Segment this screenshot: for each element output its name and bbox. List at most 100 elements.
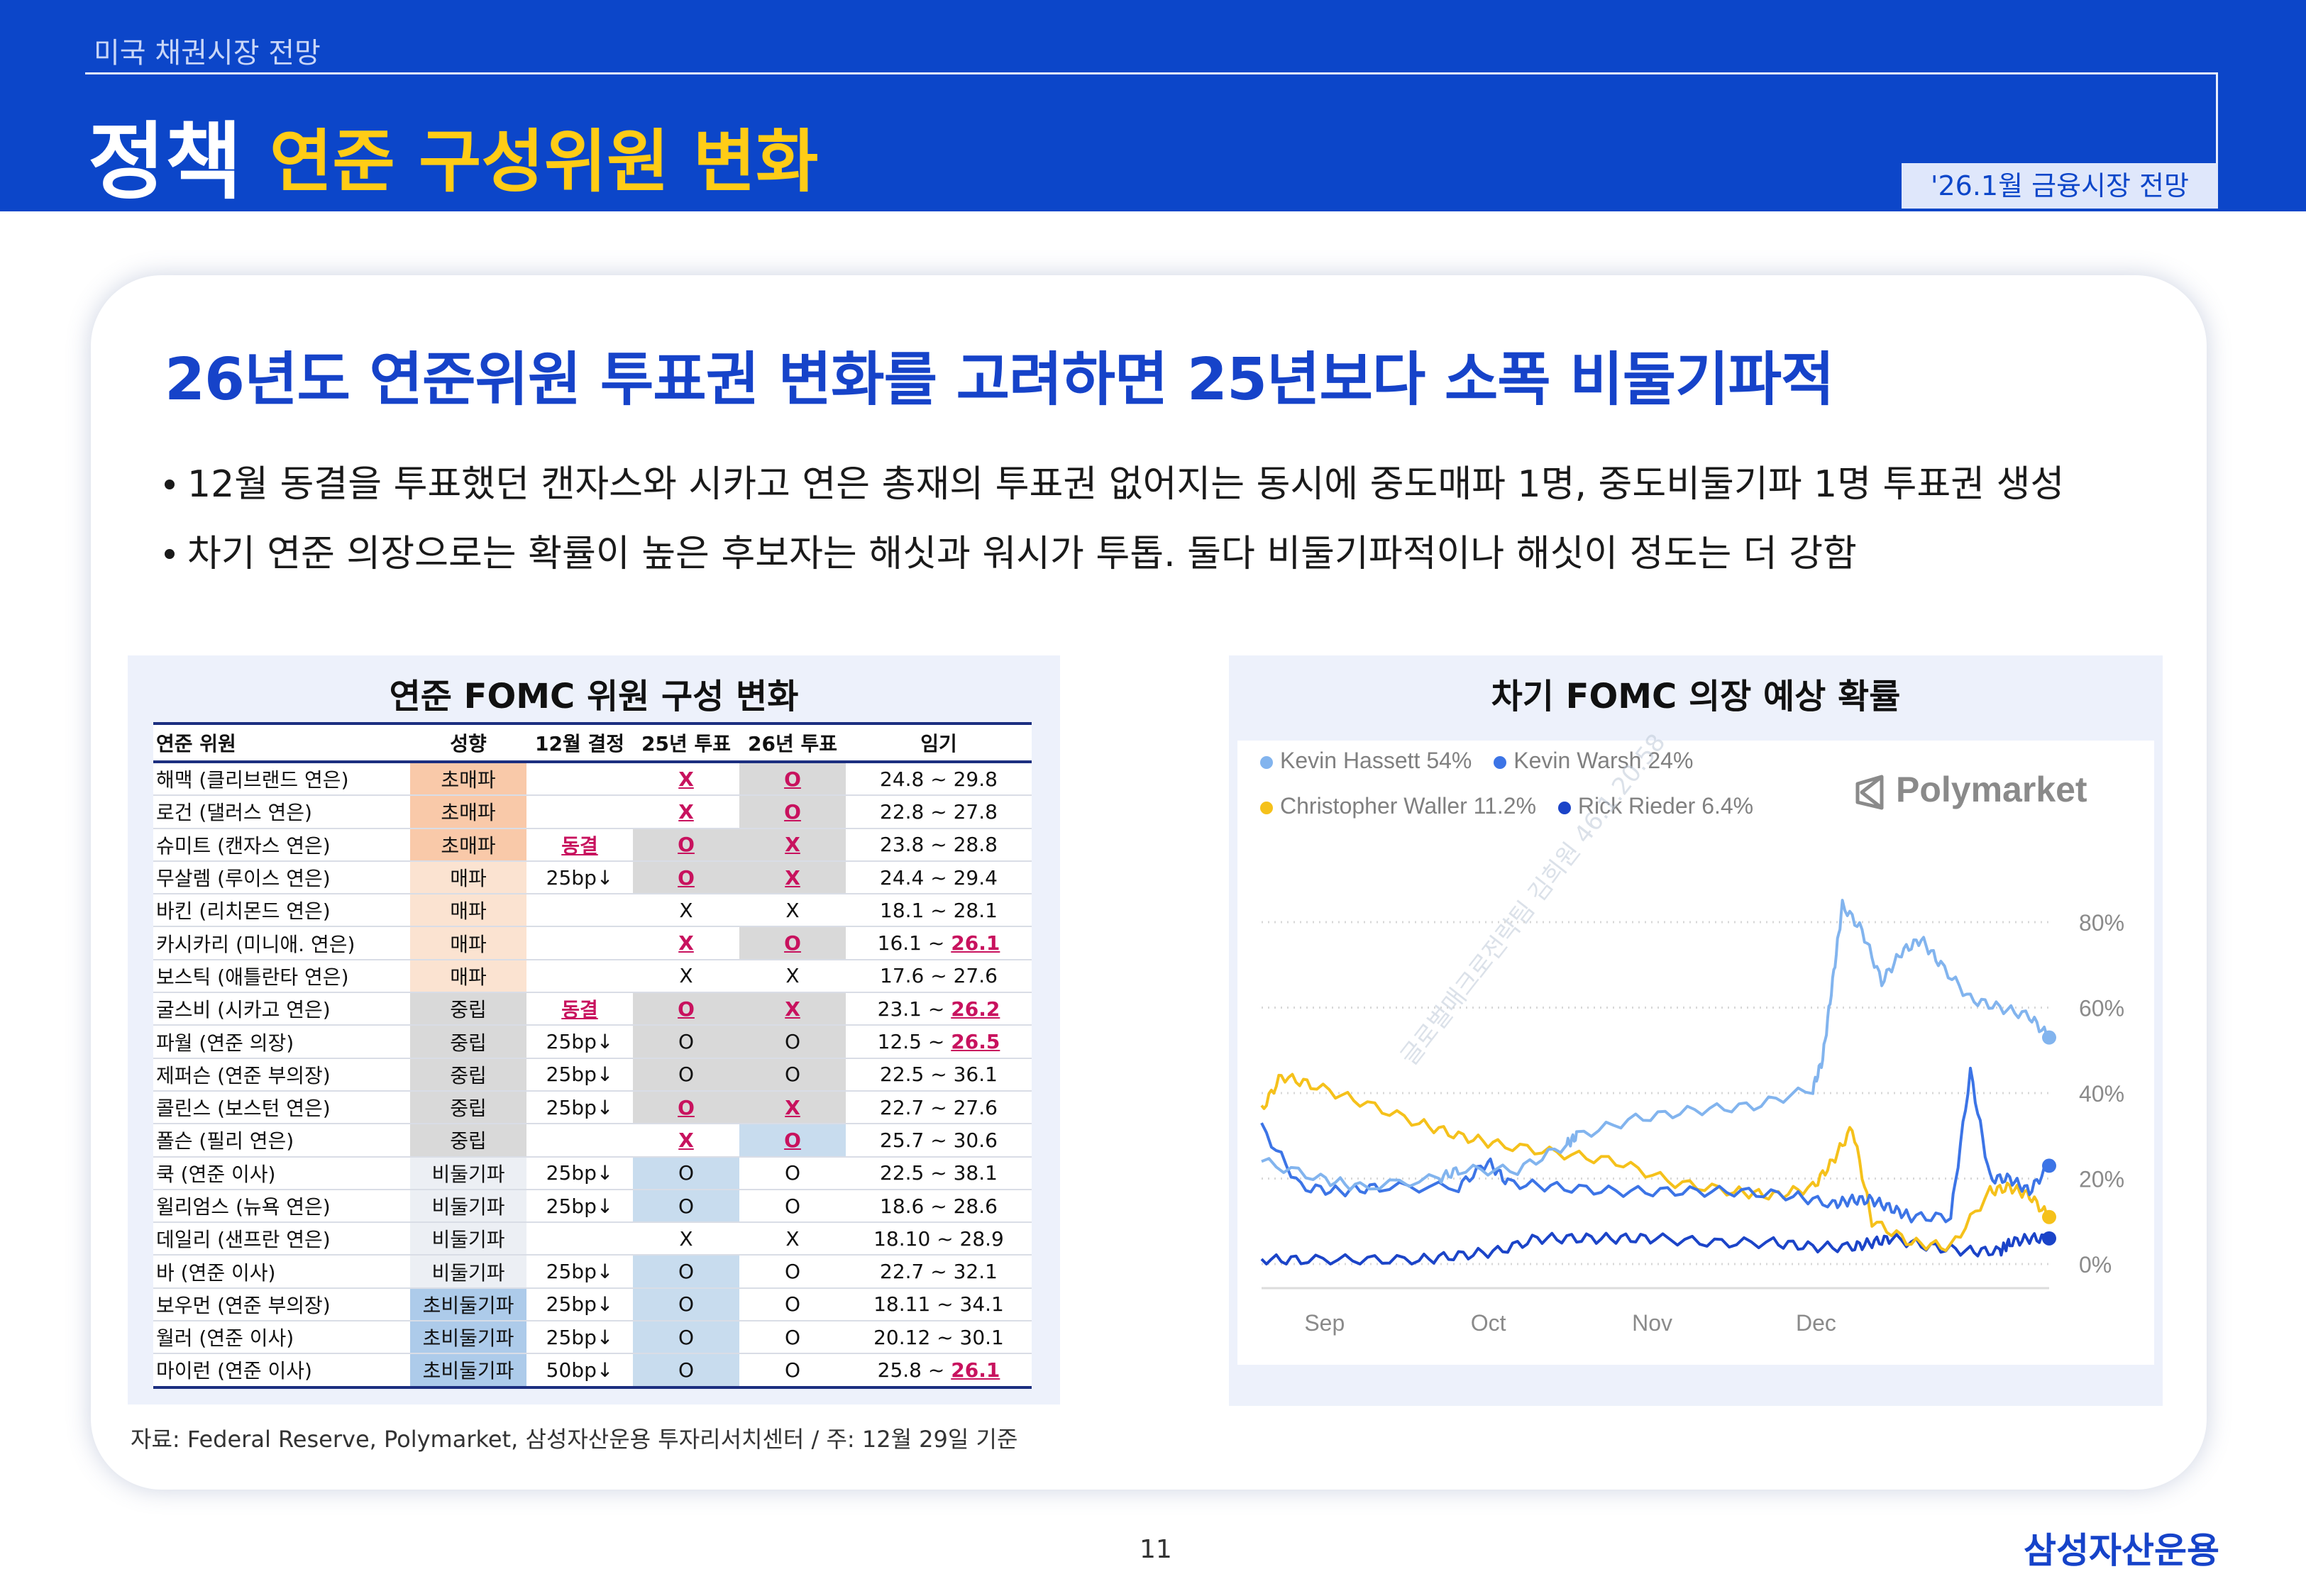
term-text: 22.7 ~ 27.6 bbox=[880, 1095, 998, 1119]
series-endpoint bbox=[2042, 1158, 2056, 1173]
y-tick-label: 0% bbox=[2079, 1252, 2112, 1278]
legend-item: Christopher Waller 11.2% bbox=[1260, 793, 1536, 819]
term-cell: 18.11 ~ 34.1 bbox=[846, 1287, 1032, 1322]
vote-text: O bbox=[678, 1194, 695, 1218]
vote-text: O bbox=[678, 1161, 695, 1185]
term-cell: 25.7 ~ 30.6 bbox=[846, 1124, 1032, 1158]
stance-cell: 중립 bbox=[410, 1025, 526, 1059]
stance-cell: 중립 bbox=[410, 992, 526, 1026]
term-cell: 18.10 ~ 28.9 bbox=[846, 1222, 1032, 1256]
vote-text: O bbox=[784, 1260, 801, 1284]
bullet-dot-icon bbox=[165, 549, 175, 559]
series-endpoint bbox=[2042, 1231, 2056, 1246]
decision-cell: 25bp↓ bbox=[526, 1156, 633, 1190]
series-line-christopher-waller bbox=[1260, 1073, 2051, 1253]
table-row: 윌리엄스 (뉴욕 연은) 비둘기파 25bp↓ O O 18.6 ~ 28.6 bbox=[153, 1189, 1032, 1224]
table-row: 폴슨 (필리 연은) 중립 X O 25.7 ~ 30.6 bbox=[153, 1124, 1032, 1158]
decision-cell: 25bp↓ bbox=[526, 1090, 633, 1125]
vote-2026-cell: O bbox=[739, 1124, 846, 1158]
vote-text: O bbox=[678, 1325, 695, 1349]
member-name: 파월 (연준 의장) bbox=[153, 1025, 410, 1059]
decision-cell bbox=[526, 926, 633, 960]
vote-2025-cell: X bbox=[633, 926, 739, 960]
bullet-1: 12월 동결을 투표했던 캔자스와 시카고 연은 총재의 투표권 없어지는 동시… bbox=[165, 454, 2064, 507]
legend-row-1: Kevin Hassett 54% Kevin Warsh 24% bbox=[1260, 748, 1709, 774]
vote-2026-cell: O bbox=[739, 1156, 846, 1190]
stance-cell: 매파 bbox=[410, 894, 526, 928]
vote-2025-cell: O bbox=[633, 1353, 739, 1389]
vote-text: O bbox=[784, 1030, 801, 1054]
vote-text: X bbox=[785, 1226, 800, 1251]
vote-2026-cell: O bbox=[739, 762, 846, 797]
headline: 26년도 연준위원 투표권 변화를 고려하면 25년보다 소폭 비둘기파적 bbox=[165, 346, 1834, 414]
vote-text: O bbox=[678, 1260, 695, 1284]
stance-cell: 매파 bbox=[410, 860, 526, 895]
table-row: 굴스비 (시카고 연은) 중립 동결 O X 23.1 ~ 26.2 bbox=[153, 992, 1032, 1026]
decision-cell: 25bp↓ bbox=[526, 860, 633, 895]
y-tick-label: 60% bbox=[2079, 996, 2124, 1021]
vote-text: X bbox=[679, 1226, 693, 1251]
col-header: 25년 투표 bbox=[633, 722, 739, 763]
decision-cell: 25bp↓ bbox=[526, 1321, 633, 1355]
legend-dot-icon bbox=[1260, 801, 1273, 814]
decision-text: 25bp↓ bbox=[546, 865, 614, 890]
decision-cell: 25bp↓ bbox=[526, 1255, 633, 1289]
table-row: 슈미트 (캔자스 연은) 초매파 동결 O X 23.8 ~ 28.8 bbox=[153, 828, 1032, 862]
legend-dot-icon bbox=[1260, 755, 1273, 769]
stance-cell: 초매파 bbox=[410, 762, 526, 797]
vote-2025-cell: O bbox=[633, 1321, 739, 1355]
decision-text: 50bp↓ bbox=[546, 1358, 614, 1382]
source-note: 자료: Federal Reserve, Polymarket, 삼성자산운용 … bbox=[131, 1426, 1018, 1453]
legend-label: Rick Rieder 6.4% bbox=[1577, 793, 1754, 819]
term-cell: 22.7 ~ 27.6 bbox=[846, 1090, 1032, 1125]
vote-text: X bbox=[678, 931, 694, 955]
term-end-highlight: 26.2 bbox=[951, 997, 1000, 1021]
chart-title: 차기 FOMC 의장 예상 확률 bbox=[1491, 677, 1901, 716]
decision-cell bbox=[526, 1222, 633, 1256]
member-name: 마이런 (연준 이사) bbox=[153, 1353, 410, 1389]
vote-text: X bbox=[785, 865, 800, 890]
table-row: 월러 (연준 이사) 초비둘기파 25bp↓ O O 20.12 ~ 30.1 bbox=[153, 1321, 1032, 1355]
table-row: 바킨 (리치몬드 연은) 매파 X X 18.1 ~ 28.1 bbox=[153, 894, 1032, 928]
member-name: 해맥 (클리브랜드 연은) bbox=[153, 762, 410, 797]
vote-text: O bbox=[678, 1030, 695, 1054]
member-name: 카시카리 (미니애. 연은) bbox=[153, 926, 410, 960]
brand-logo: 삼성자산운용 bbox=[2024, 1530, 2219, 1571]
stance-cell: 초비둘기파 bbox=[410, 1353, 526, 1389]
member-name: 데일리 (샌프란 연은) bbox=[153, 1222, 410, 1256]
term-text: 23.1 ~ bbox=[877, 997, 951, 1021]
vote-2025-cell: O bbox=[633, 992, 739, 1026]
vote-text: O bbox=[784, 1292, 801, 1317]
term-cell: 23.8 ~ 28.8 bbox=[846, 828, 1032, 862]
bullet-2: 차기 연준 의장으로는 확률이 높은 후보자는 해싯과 워시가 투톱. 둘다 비… bbox=[165, 523, 1857, 577]
vote-text: O bbox=[784, 767, 801, 791]
member-name: 제퍼슨 (연준 부의장) bbox=[153, 1058, 410, 1092]
table-row: 바 (연준 이사) 비둘기파 25bp↓ O O 22.7 ~ 32.1 bbox=[153, 1255, 1032, 1289]
table-row: 쿡 (연준 이사) 비둘기파 25bp↓ O O 22.5 ~ 38.1 bbox=[153, 1156, 1032, 1190]
term-text: 22.8 ~ 27.8 bbox=[880, 799, 998, 824]
table-row: 제퍼슨 (연준 부의장) 중립 25bp↓ O O 22.5 ~ 36.1 bbox=[153, 1058, 1032, 1092]
vote-2026-cell: X bbox=[739, 1222, 846, 1256]
vote-text: O bbox=[678, 833, 695, 857]
series-line-kevin-hassett bbox=[1261, 899, 2051, 1192]
x-tick-label: Nov bbox=[1632, 1310, 1672, 1336]
table-row: 마이런 (연준 이사) 초비둘기파 50bp↓ O O 25.8 ~ 26.1 bbox=[153, 1353, 1032, 1389]
legend-item: Rick Rieder 6.4% bbox=[1557, 793, 1754, 819]
y-tick-label: 20% bbox=[2079, 1167, 2124, 1192]
vote-2026-cell: O bbox=[739, 1287, 846, 1322]
legend-dot-icon bbox=[1557, 801, 1571, 814]
header-frame bbox=[85, 72, 2218, 207]
term-cell: 24.4 ~ 29.4 bbox=[846, 860, 1032, 895]
stance-cell: 중립 bbox=[410, 1124, 526, 1158]
term-cell: 22.5 ~ 38.1 bbox=[846, 1156, 1032, 1190]
vote-text: X bbox=[679, 964, 693, 988]
table-row: 파월 (연준 의장) 중립 25bp↓ O O 12.5 ~ 26.5 bbox=[153, 1025, 1032, 1059]
vote-text: O bbox=[678, 997, 695, 1021]
vote-2025-cell: O bbox=[633, 1156, 739, 1190]
x-tick-label: Sep bbox=[1304, 1310, 1345, 1336]
vote-2025-cell: O bbox=[633, 1189, 739, 1224]
vote-2026-cell: X bbox=[739, 959, 846, 994]
stance-cell: 중립 bbox=[410, 1090, 526, 1125]
term-cell: 22.8 ~ 27.8 bbox=[846, 795, 1032, 829]
term-text: 22.5 ~ 36.1 bbox=[880, 1063, 998, 1087]
